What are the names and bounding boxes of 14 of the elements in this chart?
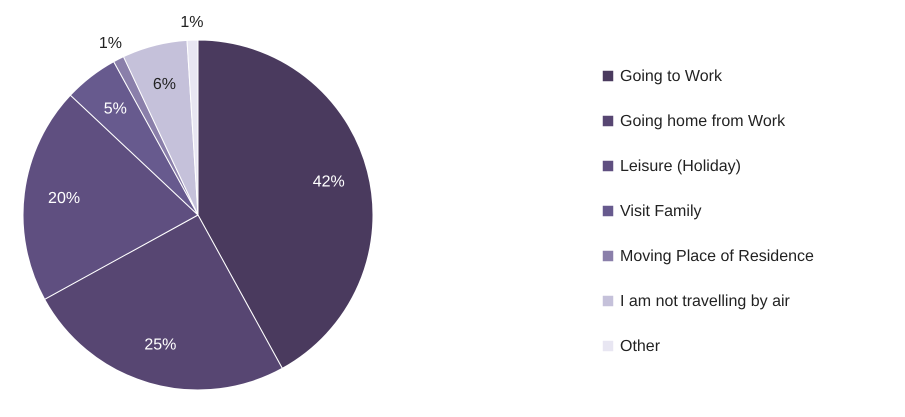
- data-label: 6%: [152, 76, 176, 94]
- legend-label: Other: [620, 338, 661, 355]
- legend-label: I am not travelling by air: [620, 293, 791, 310]
- legend-label: Moving Place of Residence: [620, 248, 814, 265]
- legend-label: Leisure (Holiday): [620, 158, 741, 175]
- data-label: 42%: [312, 173, 345, 190]
- legend-label: Going to Work: [620, 68, 723, 85]
- legend-label: Going home from Work: [620, 113, 786, 130]
- data-label: 25%: [144, 336, 176, 354]
- data-label: 5%: [104, 100, 127, 118]
- data-label: 1%: [180, 14, 204, 32]
- legend-label: Visit Family: [620, 203, 702, 220]
- data-label: 20%: [48, 190, 80, 208]
- data-label: 1%: [98, 35, 122, 52]
